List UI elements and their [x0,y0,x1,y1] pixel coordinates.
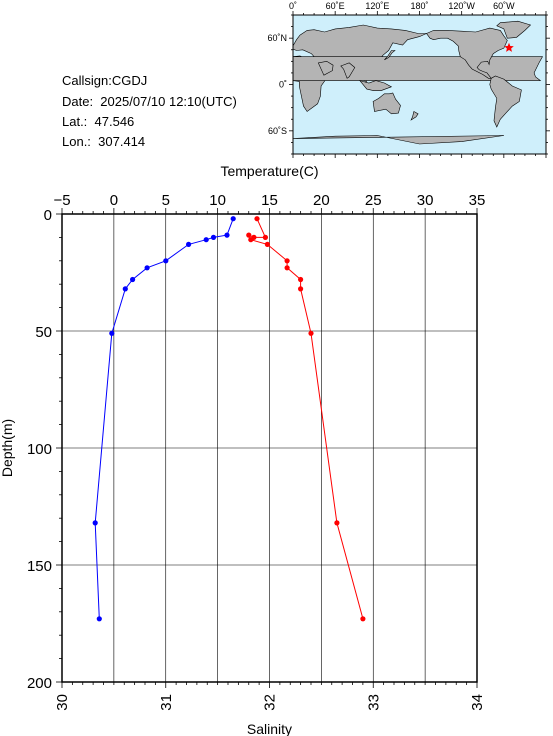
salinity-data-point [334,520,340,526]
bottom-axis-tick-label: 33 [365,694,382,711]
temperature-data-point [122,286,128,292]
land-japan [384,50,396,61]
map-lon-label: 0˚ [289,1,297,11]
land-australia [372,92,401,115]
salinity-data-point [262,234,268,240]
salinity-data-point [298,276,304,283]
left-axis-tick-label: 100 [27,441,52,458]
temperature-data-point [130,276,136,283]
salinity-data-point [284,258,290,264]
land-india [340,62,356,79]
top-axis-title: Temperature(C) [220,163,318,179]
callsign-label: Callsign:CGDJ [62,73,148,88]
temperature-data-point [92,520,98,526]
top-axis-tick-label: 20 [313,192,330,209]
temperature-data-point [230,216,236,222]
longitude-label: Lon.: 307.414 [62,134,146,149]
salinity-data-point [264,241,270,247]
date-label: Date: 2025/07/10 12:10(UTC) [62,94,237,109]
map-lon-label: 120˚W [448,1,475,11]
top-axis-tick-label: 25 [365,192,382,209]
map-lon-label: 60˚W [493,1,515,11]
bottom-axis-tick-label: 34 [469,694,486,711]
land-south-america [489,75,522,128]
temperature-data-point [144,265,150,271]
land-indonesia [358,80,393,91]
left-axis-tick-label: 200 [27,675,52,692]
top-axis-tick-label: 0 [110,192,118,209]
temperature-data-point [96,616,102,622]
map-lon-label: 60˚E [326,1,345,11]
top-axis-tick-label: 30 [417,192,434,209]
temperature-data-point [224,232,230,238]
left-axis-tick-label: 150 [27,558,52,575]
temperature-data-point [109,330,115,336]
left-axis-tick-label: 50 [35,324,52,341]
top-axis-tick-label: 15 [261,192,278,209]
left-axis-tick-label: 0 [44,207,52,224]
star-icon [504,42,514,52]
left-axis-title: Depth(m) [0,419,15,477]
temperature-data-point [203,237,209,243]
bottom-axis-tick-label: 31 [158,694,175,711]
land-newzealand [410,111,419,121]
bottom-axis-title: Salinity [247,721,292,736]
land-greenland [496,20,532,39]
salinity-data-point [248,237,254,243]
top-axis-tick-label: −5 [53,192,70,209]
land-arabia [317,60,334,76]
map-lat-label: 60˚S [268,126,287,136]
temperature-data-point [210,234,217,240]
land-north-america [426,27,508,79]
location-map: 0˚ 60˚E 120˚E 180˚ 120˚W 60˚W 60˚N 0˚ 60˚S [267,1,550,158]
bottom-axis-tick-label: 30 [54,694,71,711]
temperature-data-point [163,258,169,264]
top-axis-tick-label: 35 [469,192,486,209]
top-axis-tick-label: 10 [209,192,226,209]
bottom-axis-tick-label: 32 [262,694,279,711]
salinity-data-point [360,616,366,622]
latitude-label: Lat.: 47.546 [62,114,135,129]
salinity-data-point [284,265,290,271]
salinity-data-point [308,330,314,336]
salinity-data-point [246,232,252,238]
salinity-data-point [254,216,260,222]
map-lon-label: 120˚E [365,1,389,11]
top-axis-tick-label: 5 [162,192,170,209]
salinity-data-point [298,286,304,292]
map-lon-label: 180˚ [410,1,428,11]
temperature-series-line [94,218,234,619]
map-lat-label: 0˚ [279,80,287,90]
map-lat-label: 60˚N [267,33,287,43]
salinity-series-line [247,218,364,619]
temperature-data-point [186,241,192,247]
